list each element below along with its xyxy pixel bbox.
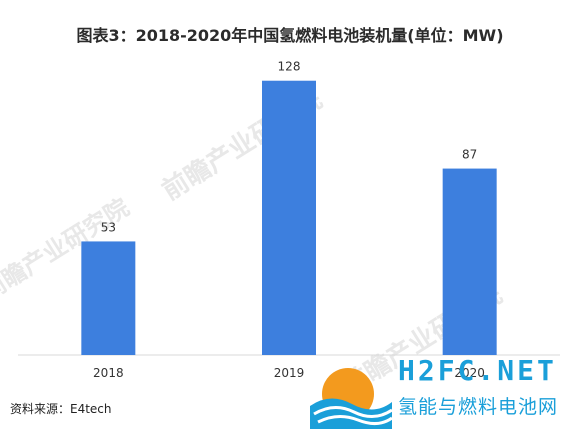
chart-title: 图表3：2018-2020年中国氢燃料电池装机量(单位：MW) — [76, 26, 504, 45]
bar-2018 — [81, 241, 136, 355]
logo-wave-icon — [310, 368, 393, 429]
bar-2020 — [442, 168, 497, 355]
data-label-2018: 53 — [101, 220, 116, 234]
bar-2019 — [262, 80, 316, 355]
x-tick-label-2018: 2018 — [93, 366, 124, 380]
source-note: 资料来源：E4tech — [10, 402, 112, 416]
logo-english-text: H2FC.NET — [398, 354, 557, 387]
h2fc-logo: H2FC.NET 氢能与燃料电池网 — [300, 352, 580, 429]
data-label-2020: 87 — [462, 148, 477, 162]
x-tick-label-2019: 2019 — [274, 366, 305, 380]
data-label-2019: 128 — [278, 60, 301, 74]
logo-chinese-text: 氢能与燃料电池网 — [398, 396, 559, 418]
x-tick-label-2020: 2020 — [454, 366, 485, 380]
